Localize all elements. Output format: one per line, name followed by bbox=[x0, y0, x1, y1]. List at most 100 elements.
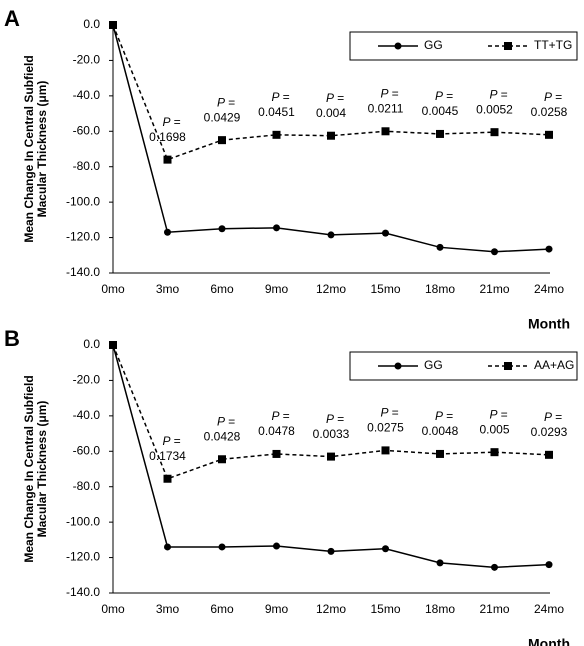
p-value: 0.0258 bbox=[531, 105, 568, 119]
marker bbox=[381, 127, 390, 136]
y-tick-label: -120.0 bbox=[66, 230, 100, 244]
p-label: P = bbox=[544, 90, 562, 104]
x-tick-label: 9mo bbox=[265, 282, 289, 296]
marker bbox=[491, 248, 498, 256]
marker bbox=[545, 130, 553, 139]
p-label: P = bbox=[326, 412, 344, 426]
p-value: 0.0293 bbox=[531, 425, 568, 439]
p-value: 0.0275 bbox=[367, 421, 404, 435]
p-label: P = bbox=[435, 409, 453, 423]
y-tick-label: -40.0 bbox=[73, 408, 101, 422]
y-tick-label: -60.0 bbox=[73, 443, 101, 457]
x-tick-label: 6mo bbox=[210, 602, 234, 616]
y-tick-label: -140.0 bbox=[66, 265, 100, 279]
marker bbox=[109, 341, 117, 349]
y-axis-label: Macular Thickness (μm) bbox=[35, 81, 49, 218]
marker bbox=[381, 446, 390, 455]
marker bbox=[327, 547, 335, 555]
p-value: 0.1698 bbox=[149, 130, 186, 144]
x-tick-label: 24mo bbox=[534, 282, 564, 296]
y-tick-label: -80.0 bbox=[73, 159, 101, 173]
marker bbox=[545, 245, 553, 253]
p-label: P = bbox=[490, 407, 508, 421]
marker bbox=[272, 130, 281, 139]
y-tick-label: 0.0 bbox=[83, 337, 100, 351]
marker bbox=[163, 155, 172, 164]
p-value: 0.1734 bbox=[149, 449, 186, 463]
marker bbox=[382, 545, 389, 553]
p-label: P = bbox=[490, 87, 508, 101]
y-tick-label: -120.0 bbox=[66, 550, 100, 564]
p-value: 0.004 bbox=[316, 106, 346, 120]
marker bbox=[436, 449, 444, 458]
p-value: 0.0478 bbox=[258, 424, 295, 438]
panel-label: A bbox=[4, 6, 20, 31]
x-tick-label: 18mo bbox=[425, 602, 455, 616]
x-tick-label: 3mo bbox=[156, 282, 180, 296]
p-label: P = bbox=[381, 86, 399, 100]
y-tick-label: 0.0 bbox=[83, 17, 100, 31]
p-label: P = bbox=[272, 90, 290, 104]
x-tick-label: 0mo bbox=[101, 602, 125, 616]
marker bbox=[436, 129, 444, 138]
y-tick-label: -140.0 bbox=[66, 585, 100, 599]
x-tick-label: 3mo bbox=[156, 602, 180, 616]
p-value: 0.0052 bbox=[476, 102, 513, 116]
p-label: P = bbox=[163, 115, 181, 129]
series-line bbox=[112, 24, 550, 161]
marker bbox=[218, 136, 226, 145]
y-tick-label: -100.0 bbox=[66, 194, 100, 208]
legend-label: TT+TG bbox=[534, 38, 572, 52]
p-value: 0.0428 bbox=[204, 429, 241, 443]
legend-marker bbox=[504, 42, 512, 50]
x-tick-label: 0mo bbox=[101, 282, 125, 296]
legend-label: GG bbox=[424, 38, 443, 52]
panel: B Mean Change In Central Subfield Macular … bbox=[4, 326, 578, 646]
y-tick-label: -100.0 bbox=[66, 514, 100, 528]
legend-label: GG bbox=[424, 358, 443, 372]
marker bbox=[218, 455, 226, 464]
p-value: 0.0045 bbox=[422, 104, 459, 118]
x-tick-label: 15mo bbox=[370, 282, 400, 296]
p-label: P = bbox=[544, 410, 562, 424]
legend-label: AA+AG bbox=[534, 358, 574, 372]
p-label: P = bbox=[435, 89, 453, 103]
marker bbox=[436, 243, 444, 251]
p-value: 0.0429 bbox=[204, 110, 241, 124]
marker bbox=[545, 450, 553, 459]
y-axis-label: Mean Change In Central Subfield bbox=[22, 55, 36, 242]
marker bbox=[382, 229, 389, 237]
x-tick-label: 15mo bbox=[370, 602, 400, 616]
marker bbox=[164, 228, 171, 236]
y-tick-label: -20.0 bbox=[73, 53, 101, 67]
x-tick-label: 21mo bbox=[479, 282, 509, 296]
marker bbox=[545, 561, 553, 569]
marker bbox=[327, 452, 335, 461]
p-value: 0.005 bbox=[479, 422, 509, 436]
p-label: P = bbox=[326, 91, 344, 105]
y-tick-label: -60.0 bbox=[73, 123, 101, 137]
marker bbox=[272, 449, 281, 458]
marker bbox=[490, 448, 499, 457]
marker bbox=[109, 21, 117, 29]
x-axis-label: Month bbox=[528, 316, 570, 332]
y-tick-label: -80.0 bbox=[73, 479, 101, 493]
marker bbox=[163, 474, 172, 483]
x-tick-label: 9mo bbox=[265, 602, 289, 616]
marker bbox=[273, 224, 280, 232]
marker bbox=[490, 128, 499, 137]
panel: A Mean Change In Central Subfield Macular … bbox=[4, 6, 578, 332]
x-tick-label: 6mo bbox=[210, 282, 234, 296]
x-tick-label: 18mo bbox=[425, 282, 455, 296]
x-axis-label: Month bbox=[528, 636, 570, 646]
panel-label: B bbox=[4, 326, 20, 351]
p-label: P = bbox=[381, 406, 399, 420]
p-label: P = bbox=[217, 414, 235, 428]
y-axis-label: Macular Thickness (μm) bbox=[35, 401, 49, 538]
marker bbox=[327, 131, 335, 140]
marker bbox=[218, 225, 226, 233]
y-tick-label: -40.0 bbox=[73, 88, 101, 102]
x-tick-label: 12mo bbox=[316, 282, 346, 296]
legend-marker bbox=[394, 42, 402, 50]
